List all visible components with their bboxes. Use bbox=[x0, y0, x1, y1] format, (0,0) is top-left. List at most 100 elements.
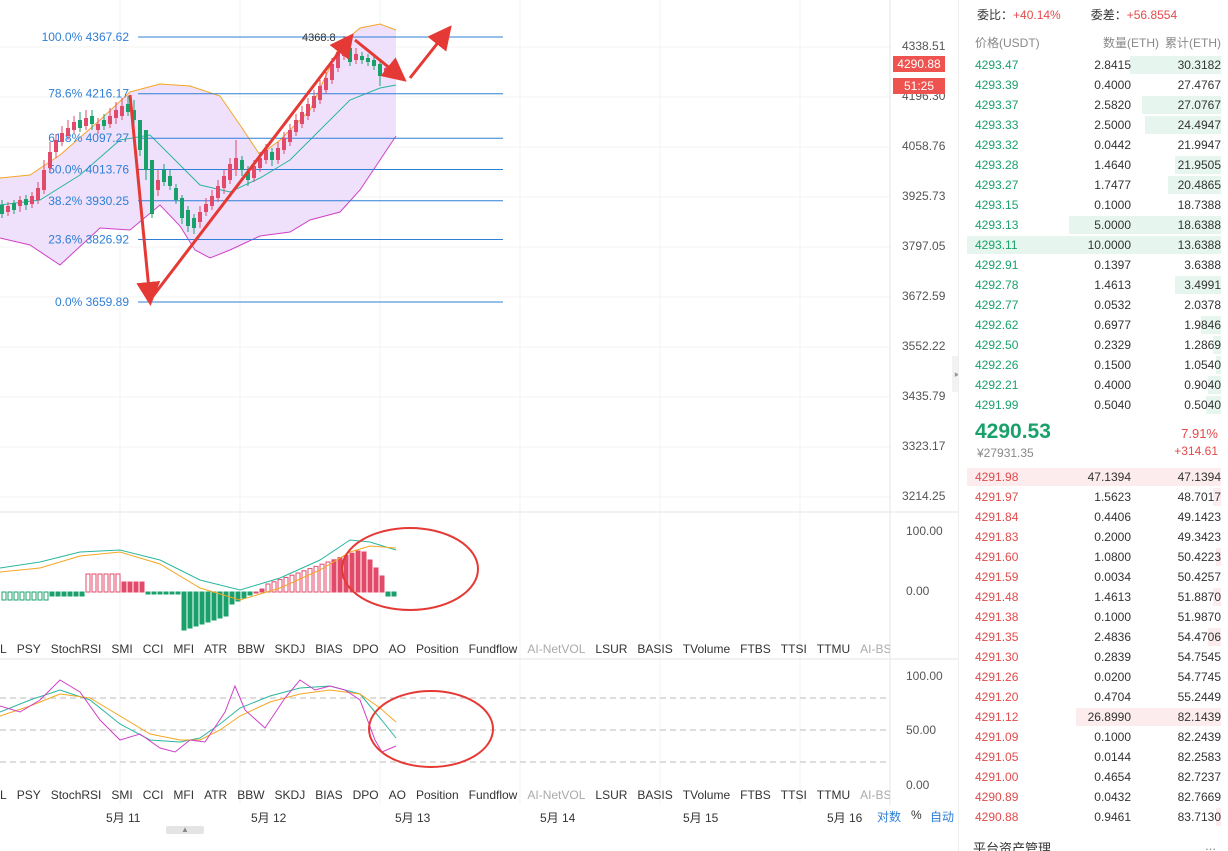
indicator-tab-mfi[interactable]: MFI bbox=[173, 788, 195, 802]
ask-row[interactable]: 4291.09 0.1000 82.2439 bbox=[959, 727, 1228, 747]
indicator-tab-bbw[interactable]: BBW bbox=[237, 642, 265, 656]
indicator-tab-ai-bsi[interactable]: AI-BSI bbox=[860, 788, 890, 802]
indicator-tab-ao[interactable]: AO bbox=[388, 788, 406, 802]
indicator-tab-smi[interactable]: SMI bbox=[111, 642, 133, 656]
percent-scale-toggle[interactable]: % bbox=[911, 808, 922, 822]
indicator-tab-skdj[interactable]: SKDJ bbox=[274, 788, 306, 802]
auto-scale-toggle[interactable]: 自动 bbox=[930, 810, 955, 824]
indicator-tab-stochrsi[interactable]: StochRSI bbox=[50, 788, 102, 802]
indicator-tab-cci[interactable]: CCI bbox=[142, 788, 164, 802]
ask-row[interactable]: 4291.48 1.4613 51.8870 bbox=[959, 587, 1228, 607]
bid-row[interactable]: 4292.91 0.1397 3.6388 bbox=[959, 255, 1228, 275]
asset-management-link[interactable]: 平台资产管理 bbox=[973, 841, 1052, 851]
ask-row[interactable]: 4291.59 0.0034 50.4257 bbox=[959, 567, 1228, 587]
candle-body bbox=[114, 110, 118, 118]
bid-row[interactable]: 4292.78 1.4613 3.4991 bbox=[959, 275, 1228, 295]
ask-row[interactable]: 4291.38 0.1000 51.9870 bbox=[959, 607, 1228, 627]
bid-row[interactable]: 4293.11 10.0000 13.6388 bbox=[959, 235, 1228, 255]
ask-row[interactable]: 4291.05 0.0144 82.2583 bbox=[959, 747, 1228, 767]
indicator-tab-bias[interactable]: BIAS bbox=[315, 642, 343, 656]
indicator-tab-bias[interactable]: BIAS bbox=[315, 788, 343, 802]
chart-area[interactable]: 100.0% 4367.62 78.6% 4216.17 61.8% 4097.27… bbox=[0, 0, 958, 851]
bid-row[interactable]: 4293.37 2.5820 27.0767 bbox=[959, 95, 1228, 115]
indicator-tab-ttsi[interactable]: TTSI bbox=[780, 788, 807, 802]
bid-total: 13.6388 bbox=[1177, 238, 1221, 252]
indicator-tab-skdj[interactable]: SKDJ bbox=[274, 642, 306, 656]
bid-row[interactable]: 4293.32 0.0442 21.9947 bbox=[959, 135, 1228, 155]
indicator-tabs-bottom[interactable]: L PSY StochRSI SMI CCI MFI ATR BBW SKDJ BIAS DPO AO… bbox=[0, 785, 890, 805]
indicator-tab-ftbs[interactable]: FTBS bbox=[740, 788, 771, 802]
indicator-tabs-top[interactable]: L PSY StochRSI SMI CCI MFI ATR BBW SKDJ BIAS DPO AO… bbox=[0, 639, 890, 659]
indicator-tab-ai-bsi[interactable]: AI-BSI bbox=[860, 642, 890, 656]
log-scale-toggle[interactable]: 对数 bbox=[877, 810, 902, 824]
price-scale-tick: 3925.73 bbox=[902, 189, 946, 203]
bid-row[interactable]: 4293.39 0.4000 27.4767 bbox=[959, 75, 1228, 95]
indicator-tab-tvolume[interactable]: TVolume bbox=[682, 788, 731, 802]
bid-row[interactable]: 4293.28 1.4640 21.9505 bbox=[959, 155, 1228, 175]
bid-total: 21.9947 bbox=[1177, 138, 1221, 152]
indicator-tab-cci[interactable]: CCI bbox=[142, 642, 164, 656]
macd-histogram-bar bbox=[271, 581, 277, 593]
indicator-tab-psy[interactable]: PSY bbox=[16, 642, 41, 656]
ask-row[interactable]: 4291.35 2.4836 54.4706 bbox=[959, 627, 1228, 647]
candle-body bbox=[156, 180, 160, 190]
indicator-tab-psy[interactable]: PSY bbox=[16, 788, 41, 802]
ask-row[interactable]: 4291.84 0.4406 49.1423 bbox=[959, 507, 1228, 527]
indicator-tab-ttmu[interactable]: TTMU bbox=[816, 642, 851, 656]
indicator-tab-lsur[interactable]: LSUR bbox=[595, 642, 628, 656]
indicator-tab-l[interactable]: L bbox=[0, 642, 7, 656]
indicator-tab-basis[interactable]: BASIS bbox=[637, 788, 673, 802]
indicator-tab-dpo[interactable]: DPO bbox=[352, 788, 379, 802]
indicator-tab-ttmu[interactable]: TTMU bbox=[816, 788, 851, 802]
indicator-tab-ttsi[interactable]: TTSI bbox=[780, 642, 807, 656]
time-scroll-handle[interactable]: ▲ bbox=[166, 826, 204, 834]
indicator-tab-smi[interactable]: SMI bbox=[111, 788, 133, 802]
indicator-tab-atr[interactable]: ATR bbox=[204, 642, 228, 656]
indicator-tab-ao[interactable]: AO bbox=[388, 642, 406, 656]
bid-row[interactable]: 4292.26 0.1500 1.0540 bbox=[959, 355, 1228, 375]
bid-row[interactable]: 4293.27 1.7477 20.4865 bbox=[959, 175, 1228, 195]
indicator-tab-ai-netvol[interactable]: AI-NetVOL bbox=[527, 642, 586, 656]
bid-row[interactable]: 4293.33 2.5000 24.4947 bbox=[959, 115, 1228, 135]
more-icon[interactable]: ... bbox=[1205, 838, 1216, 851]
indicator-tab-bbw[interactable]: BBW bbox=[237, 788, 265, 802]
bid-row[interactable]: 4292.21 0.4000 0.9040 bbox=[959, 375, 1228, 395]
ask-row[interactable]: 4291.30 0.2839 54.7545 bbox=[959, 647, 1228, 667]
indicator-tab-ftbs[interactable]: FTBS bbox=[740, 642, 771, 656]
indicator-tab-ai-netvol[interactable]: AI-NetVOL bbox=[527, 788, 586, 802]
candle-body bbox=[96, 124, 100, 130]
indicator-tab-dpo[interactable]: DPO bbox=[352, 642, 379, 656]
macd-histogram-bar bbox=[13, 591, 19, 601]
indicator-tab-basis[interactable]: BASIS bbox=[637, 642, 673, 656]
indicator-tab-l[interactable]: L bbox=[0, 788, 7, 802]
indicator-tab-lsur[interactable]: LSUR bbox=[595, 788, 628, 802]
indicator-tab-mfi[interactable]: MFI bbox=[173, 642, 195, 656]
ask-row[interactable]: 4291.20 0.4704 55.2449 bbox=[959, 687, 1228, 707]
macd-histogram-bar bbox=[277, 579, 283, 593]
bid-row[interactable]: 4293.13 5.0000 18.6388 bbox=[959, 215, 1228, 235]
bid-row[interactable]: 4292.50 0.2329 1.2869 bbox=[959, 335, 1228, 355]
ask-row[interactable]: 4291.26 0.0200 54.7745 bbox=[959, 667, 1228, 687]
ask-row[interactable]: 4291.12 26.8990 82.1439 bbox=[959, 707, 1228, 727]
ask-row[interactable]: 4291.83 0.2000 49.3423 bbox=[959, 527, 1228, 547]
indicator-tab-position[interactable]: Position bbox=[415, 642, 459, 656]
ask-row[interactable]: 4291.98 47.1394 47.1394 bbox=[959, 467, 1228, 487]
indicator-tab-tvolume[interactable]: TVolume bbox=[682, 642, 731, 656]
indicator-tab-position[interactable]: Position bbox=[415, 788, 459, 802]
ask-row[interactable]: 4291.00 0.4654 82.7237 bbox=[959, 767, 1228, 787]
indicator-tab-fundflow[interactable]: Fundflow bbox=[468, 788, 518, 802]
indicator-tab-fundflow[interactable]: Fundflow bbox=[468, 642, 518, 656]
bid-row[interactable]: 4291.99 0.5040 0.5040 bbox=[959, 395, 1228, 415]
bid-row[interactable]: 4292.77 0.0532 2.0378 bbox=[959, 295, 1228, 315]
ask-row[interactable]: 4290.89 0.0432 82.7669 bbox=[959, 787, 1228, 807]
ask-row[interactable]: 4290.88 0.9461 83.7130 bbox=[959, 807, 1228, 827]
ask-row[interactable]: 4291.97 1.5623 48.7017 bbox=[959, 487, 1228, 507]
indicator-tab-atr[interactable]: ATR bbox=[204, 788, 228, 802]
bid-row[interactable]: 4292.62 0.6977 1.9846 bbox=[959, 315, 1228, 335]
ask-row[interactable]: 4291.60 1.0800 50.4223 bbox=[959, 547, 1228, 567]
bid-row[interactable]: 4293.47 2.8415 30.3182 bbox=[959, 55, 1228, 75]
indicator-tab-stochrsi[interactable]: StochRSI bbox=[50, 642, 102, 656]
panel-collapse-handle[interactable]: ▸ bbox=[952, 356, 962, 392]
bid-row[interactable]: 4293.15 0.1000 18.7388 bbox=[959, 195, 1228, 215]
